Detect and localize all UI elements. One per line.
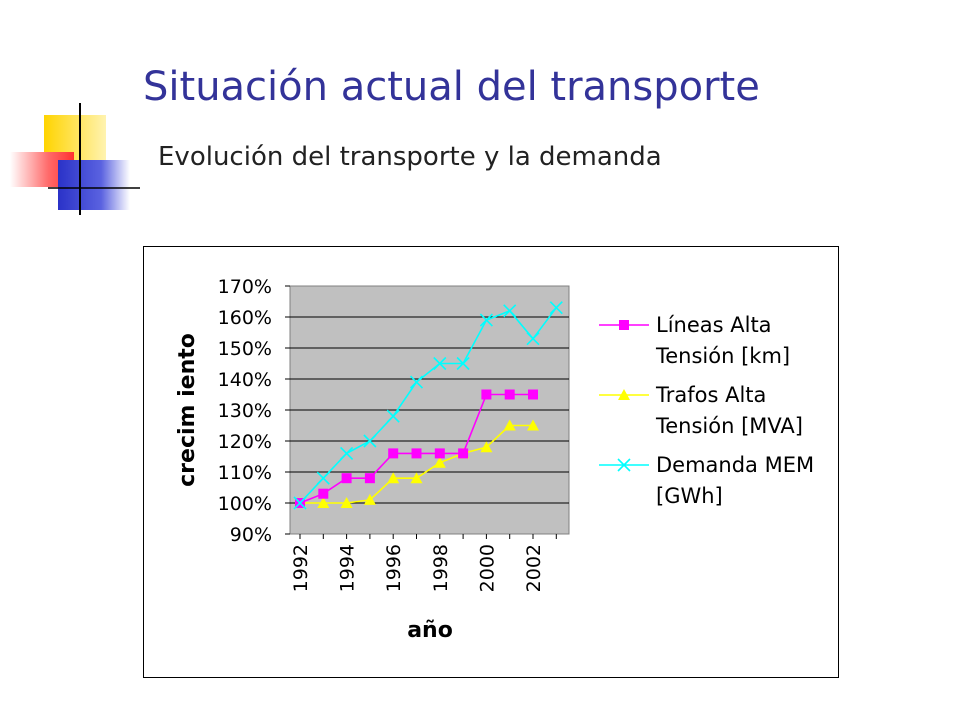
data-point xyxy=(409,375,424,389)
legend-label: Trafos Alta xyxy=(655,383,766,407)
data-point xyxy=(503,304,517,318)
x-tick-label: 2000 xyxy=(476,544,498,592)
data-point xyxy=(526,332,540,346)
legend-label: Demanda MEM xyxy=(656,453,814,477)
line-chart: 90% 100% 110% 120% 130% 140% 150% 160% 170% 1992… xyxy=(175,276,814,643)
data-point xyxy=(456,356,470,371)
data-point xyxy=(363,434,377,448)
chart-frame: 90% 100% 110% 120% 130% 140% 150% 160% 170% 1992… xyxy=(143,246,839,678)
y-tick-label: 160% xyxy=(218,307,272,329)
data-point xyxy=(528,389,538,400)
data-point xyxy=(316,471,330,485)
y-tick-label: 110% xyxy=(218,462,272,484)
legend-label: Líneas Alta xyxy=(656,313,772,337)
data-point xyxy=(341,473,352,484)
legend-label: Tensión [km] xyxy=(655,344,790,368)
data-point xyxy=(458,448,469,459)
data-point xyxy=(293,496,307,510)
data-point xyxy=(387,472,400,484)
x-tick-label: 1996 xyxy=(383,544,405,592)
data-point xyxy=(411,448,422,459)
data-point xyxy=(481,389,492,400)
data-point xyxy=(480,441,493,453)
data-point xyxy=(318,488,329,499)
data-point xyxy=(388,448,399,459)
data-point xyxy=(549,301,563,315)
slide-title: Situación actual del transporte xyxy=(143,64,760,110)
legend-entry-0: Líneas Alta Tensión [km] xyxy=(599,313,790,368)
data-point xyxy=(433,456,446,468)
x-tick-label: 2002 xyxy=(523,544,545,592)
slide-subtitle: Evolución del transporte y la demanda xyxy=(158,142,662,172)
data-point xyxy=(504,389,515,400)
x-tick-label: 1998 xyxy=(430,544,452,592)
data-point xyxy=(410,472,423,484)
y-tick-label: 170% xyxy=(218,276,272,298)
data-point xyxy=(364,473,375,484)
legend-marker xyxy=(617,458,631,472)
legend-label: [GWh] xyxy=(656,484,723,508)
y-tick-label: 120% xyxy=(218,431,272,453)
decorative-logo xyxy=(10,103,140,215)
y-axis-label: crecim iento xyxy=(175,333,200,487)
y-tick-label: 90% xyxy=(230,524,272,546)
data-point xyxy=(340,446,354,460)
series-1 xyxy=(294,419,539,508)
data-point xyxy=(317,497,330,508)
x-tick-label: 1992 xyxy=(290,544,312,592)
data-point xyxy=(386,409,400,423)
data-point xyxy=(503,419,516,431)
data-point xyxy=(527,419,539,431)
legend-entry-2: Demanda MEM [GWh] xyxy=(599,453,814,508)
legend-marker xyxy=(618,389,630,400)
x-axis-label: año xyxy=(407,618,453,643)
data-point xyxy=(433,356,447,371)
y-tick-label: 140% xyxy=(218,369,272,391)
data-point xyxy=(479,313,493,327)
data-point xyxy=(340,497,353,508)
y-tick-label: 130% xyxy=(218,400,272,422)
x-tick-label: 1994 xyxy=(337,544,359,592)
data-point xyxy=(363,493,376,505)
legend-marker xyxy=(619,320,629,330)
legend-entry-1: Trafos Alta Tensión [MVA] xyxy=(599,383,803,438)
y-tick-label: 150% xyxy=(218,338,272,360)
y-tick-label: 100% xyxy=(218,493,272,515)
data-point xyxy=(434,448,445,459)
legend-label: Tensión [MVA] xyxy=(655,414,803,438)
series-2 xyxy=(293,301,563,510)
